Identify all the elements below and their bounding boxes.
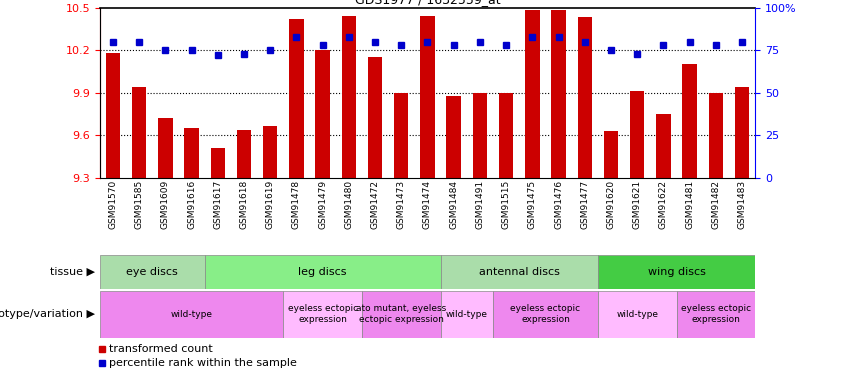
Bar	[205, 255, 441, 289]
Bar	[315, 50, 330, 178]
Bar	[656, 114, 671, 178]
Text: wild-type: wild-type	[171, 310, 213, 319]
Bar	[237, 130, 251, 178]
Text: wild-type: wild-type	[446, 310, 488, 319]
Bar	[283, 291, 362, 338]
Bar	[100, 255, 205, 289]
Text: antennal discs: antennal discs	[479, 267, 560, 277]
Bar	[184, 128, 199, 178]
Text: eyeless ectopic
expression: eyeless ectopic expression	[681, 304, 751, 324]
Text: transformed count: transformed count	[108, 344, 213, 354]
Bar	[604, 131, 618, 178]
Bar	[394, 93, 409, 178]
Bar	[289, 19, 304, 178]
Text: wing discs: wing discs	[648, 267, 706, 277]
Text: ato mutant, eyeless
ectopic expression: ato mutant, eyeless ectopic expression	[356, 304, 446, 324]
Text: genotype/variation ▶: genotype/variation ▶	[0, 309, 95, 319]
Bar	[598, 291, 676, 338]
Bar	[473, 93, 487, 178]
Bar	[676, 291, 755, 338]
Bar	[499, 93, 513, 178]
Bar	[682, 64, 697, 178]
Bar	[263, 126, 278, 178]
Bar	[441, 255, 598, 289]
Bar	[342, 16, 356, 178]
Text: eyeless ectopic
expression: eyeless ectopic expression	[510, 304, 581, 324]
Bar	[362, 291, 441, 338]
Text: eyeless ectopic
expression: eyeless ectopic expression	[287, 304, 358, 324]
Text: eye discs: eye discs	[127, 267, 178, 277]
Bar	[630, 92, 644, 178]
Bar	[735, 87, 749, 178]
Bar	[368, 57, 382, 178]
Bar	[441, 291, 493, 338]
Text: percentile rank within the sample: percentile rank within the sample	[108, 358, 297, 368]
Bar	[106, 53, 120, 178]
Text: wild-type: wild-type	[616, 310, 658, 319]
Bar	[100, 291, 283, 338]
Bar	[598, 255, 755, 289]
Bar	[708, 93, 723, 178]
Bar	[158, 118, 173, 178]
Bar	[551, 10, 566, 178]
Bar	[446, 96, 461, 178]
Bar	[211, 148, 225, 178]
Bar	[132, 87, 147, 178]
Bar	[577, 18, 592, 178]
Bar	[420, 16, 435, 178]
Text: leg discs: leg discs	[299, 267, 347, 277]
Text: tissue ▶: tissue ▶	[50, 267, 95, 277]
Title: GDS1977 / 1632559_at: GDS1977 / 1632559_at	[355, 0, 500, 6]
Bar	[525, 10, 540, 178]
Bar	[493, 291, 598, 338]
